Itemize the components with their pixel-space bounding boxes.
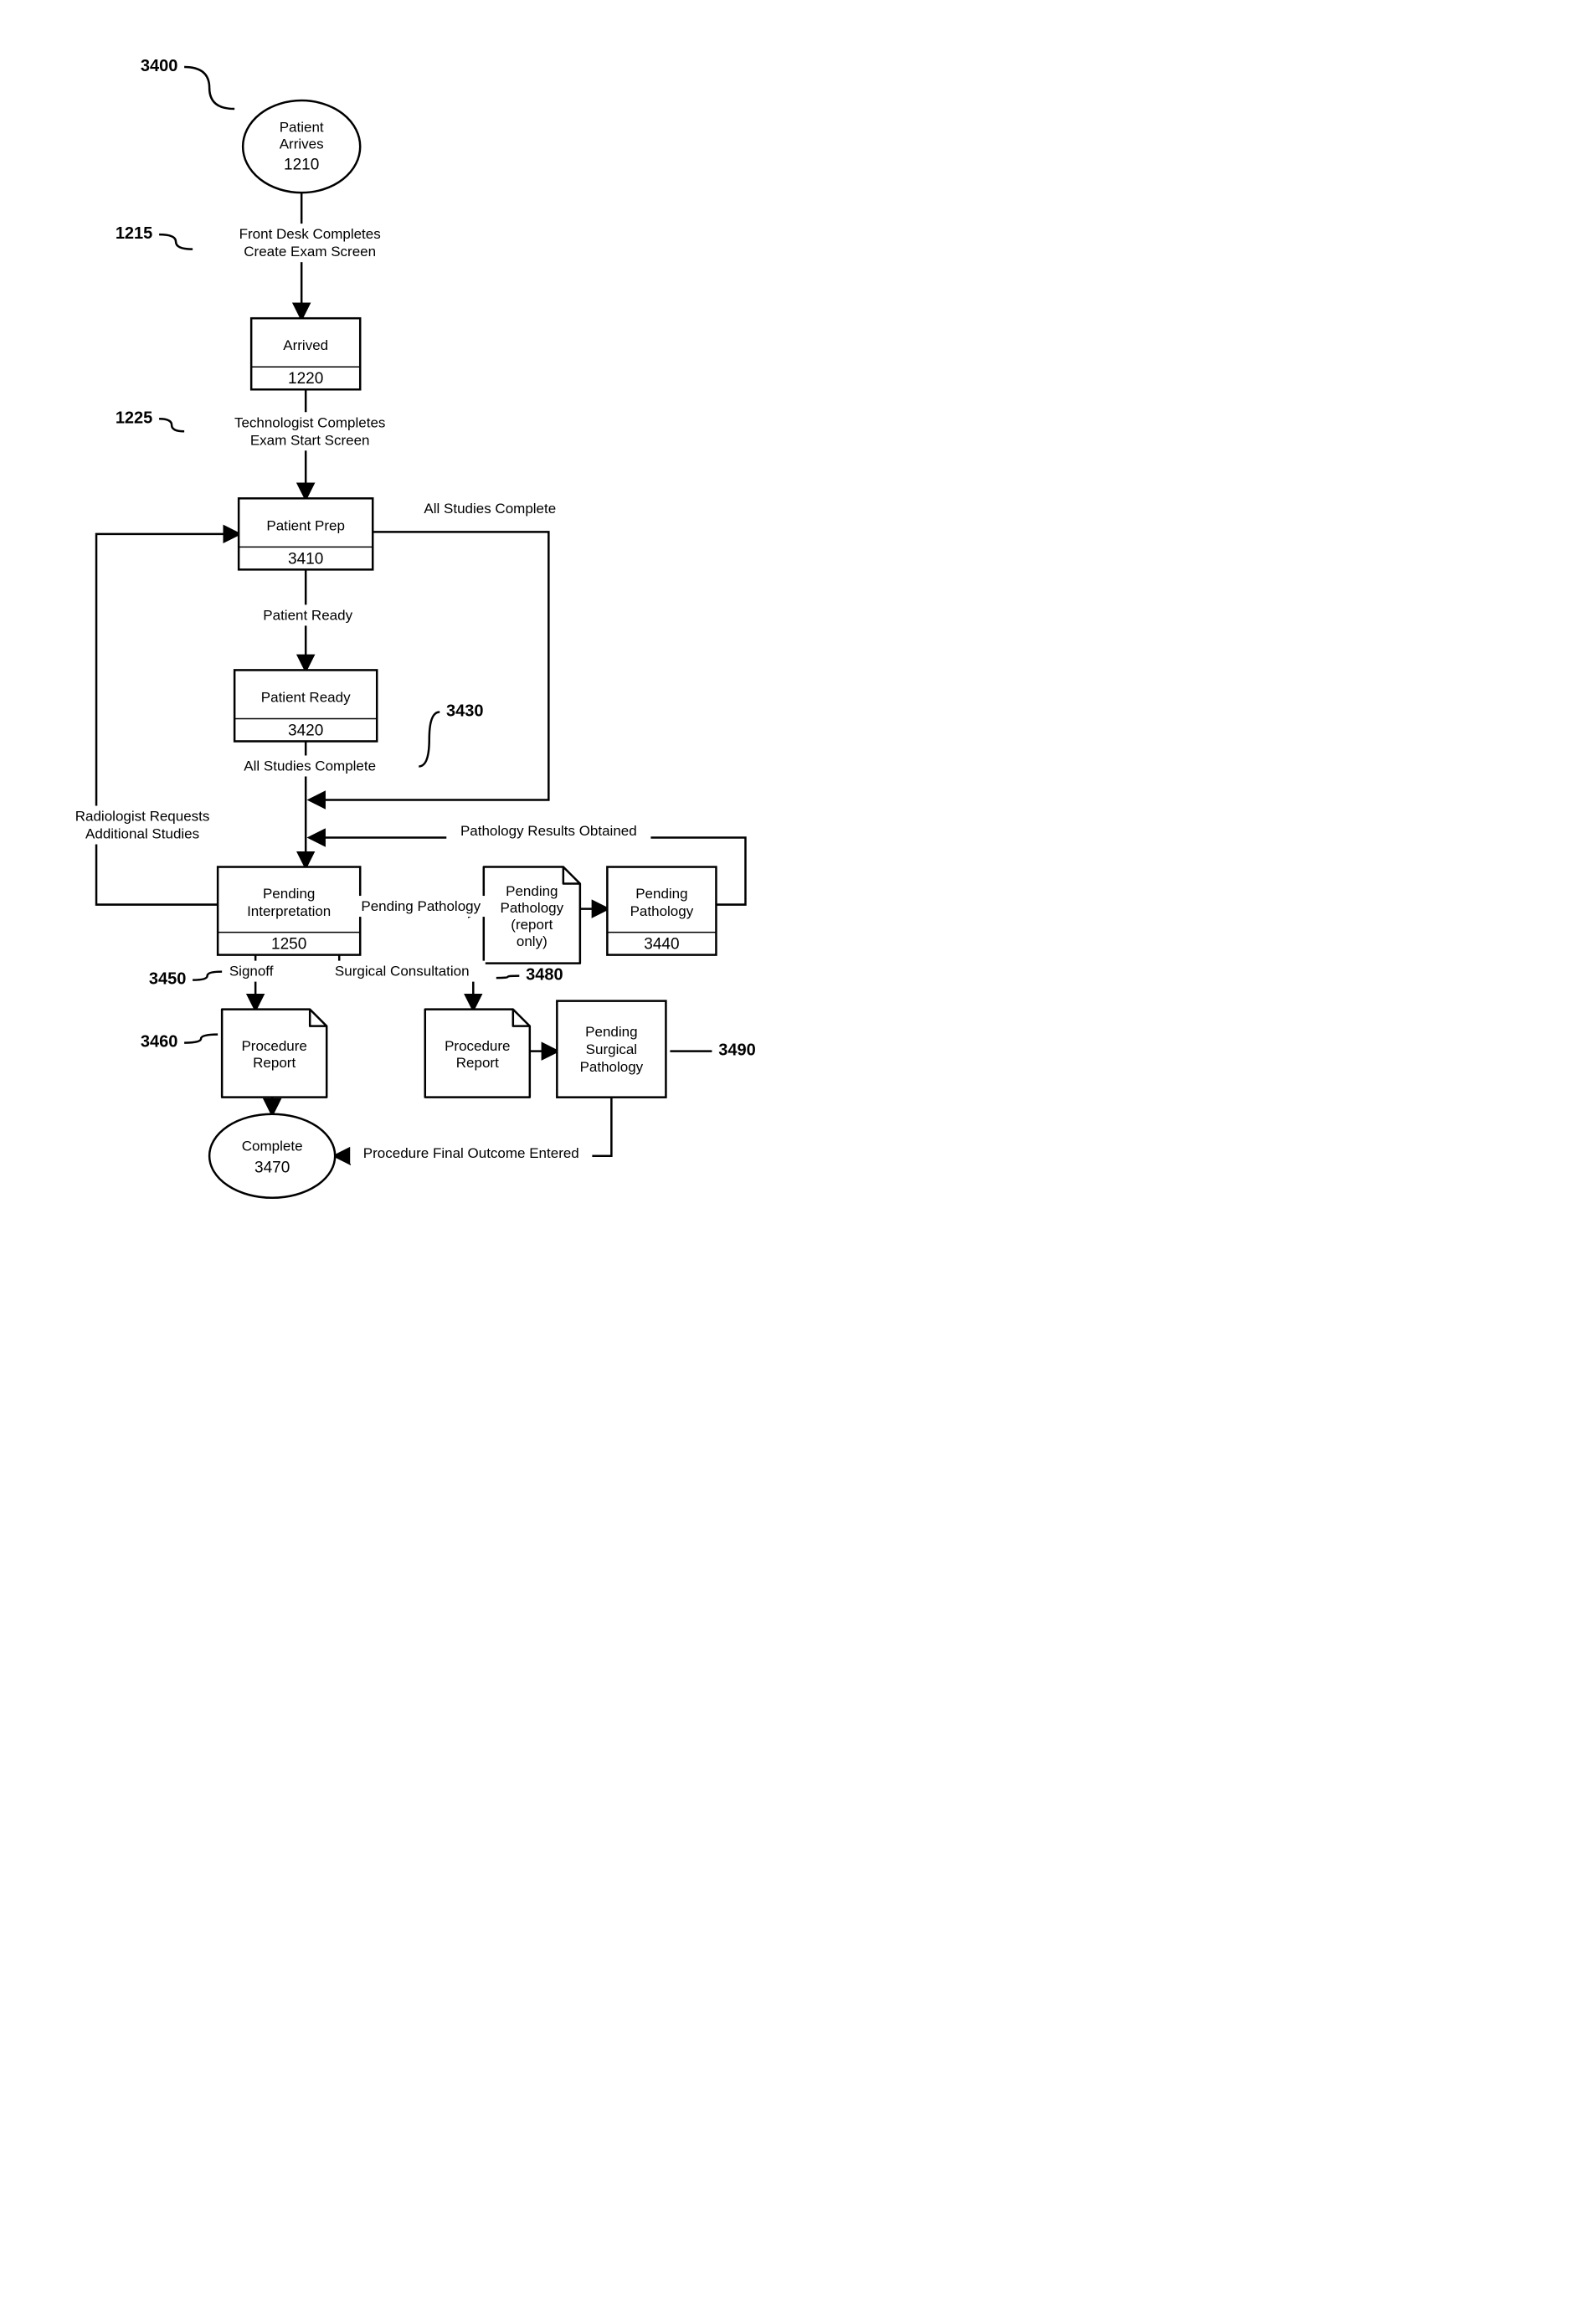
node-label: Pathology — [630, 903, 694, 919]
node-num: 3420 — [288, 722, 323, 739]
node-num: 1210 — [284, 157, 319, 174]
ref-r1215: 1215 — [116, 224, 193, 249]
edge-label-eSignoff: Signoff — [221, 961, 282, 982]
edge-label-eAllStudies2: All Studies Complete — [230, 755, 389, 776]
node-label: Patient Prep — [266, 517, 345, 533]
edge-label-text: Additional Studies — [85, 826, 199, 842]
node-n1250: PendingInterpretation 1250 — [218, 867, 360, 955]
node-label: Patient Ready — [261, 689, 351, 705]
ref-r3490: 3490 — [670, 1041, 755, 1060]
node-num: 1250 — [271, 936, 306, 954]
edge-label-text: Create Exam Screen — [244, 244, 376, 260]
node-n3410: Patient Prep 3410 — [239, 498, 373, 569]
ref-leader — [419, 712, 440, 766]
flowchart-svg: PatientArrives 1210 Arrived 1220 Patient Pre… — [17, 17, 804, 1202]
edge-label-e1215: Front Desk Completes Create Exam Screen — [230, 224, 389, 262]
node-label: Pathology — [580, 1059, 644, 1075]
node-label: Procedure — [241, 1038, 306, 1054]
node-label: Procedure — [445, 1038, 510, 1054]
node-label: Pending — [585, 1024, 637, 1040]
ref-leader — [184, 67, 234, 109]
node-nProc2: ProcedureReport — [425, 1010, 530, 1098]
node-n3440: PendingPathology 3440 — [607, 867, 716, 955]
edge-label-eFinalOutcome: Procedure Final Outcome Entered — [350, 1143, 592, 1164]
edge-label-text: All Studies Complete — [244, 758, 376, 774]
node-nProc1: ProcedureReport — [222, 1010, 326, 1098]
edge-label-ePatientReady: Patient Ready — [254, 604, 361, 625]
ref-label-text: 1215 — [116, 224, 153, 243]
ref-label-text: 3460 — [141, 1033, 178, 1051]
edge-label-text: Pathology Results Obtained — [460, 823, 637, 839]
edge-label-text: Radiologist Requests — [75, 809, 210, 825]
node-label: Patient — [280, 120, 324, 136]
node-num: 3440 — [644, 936, 679, 954]
ref-label-text: 3400 — [141, 57, 178, 75]
edge-label-text: All Studies Complete — [424, 501, 556, 517]
node-n3490: PendingSurgical Pathology — [557, 1001, 666, 1098]
ref-label-text: 3490 — [718, 1041, 756, 1060]
node-label: Pending — [263, 886, 315, 902]
node-label: Pathology — [501, 900, 564, 916]
ref-label-text: 1225 — [116, 409, 153, 427]
node-label: Report — [456, 1055, 499, 1071]
edge-label-eSurgCons: Surgical Consultation — [319, 961, 486, 982]
node-label: Surgical — [586, 1041, 637, 1057]
node-label: Arrives — [280, 136, 324, 152]
ref-label-text: 3450 — [149, 970, 187, 989]
edge-label-e1225: Technologist Completes Exam Start Screen — [223, 412, 397, 450]
edge-label-text: Signoff — [229, 964, 274, 979]
ref-leader — [159, 419, 184, 431]
node-num: 3410 — [288, 550, 323, 568]
edge-5 — [96, 534, 239, 905]
node-label: Complete — [242, 1139, 303, 1154]
node-num: 3470 — [254, 1159, 290, 1177]
edge-label-eAllStudies1: All Studies Complete — [410, 498, 569, 519]
node-label: Report — [253, 1055, 296, 1071]
ref-leader — [193, 972, 222, 980]
ref-r3450: 3450 — [149, 970, 222, 989]
node-label: Pending — [506, 883, 558, 899]
edge-label-eRadReq: Radiologist RequestsAdditional Studies — [63, 805, 222, 844]
ref-leader — [159, 234, 193, 249]
node-label: only) — [517, 933, 547, 949]
edge-label-text: Technologist Completes — [234, 414, 385, 430]
edge-label-ePathObtained: Pathology Results Obtained — [446, 820, 650, 841]
node-label: (report — [511, 917, 553, 933]
edge-label-text: Front Desk Completes — [239, 226, 381, 242]
edge-label-text: Surgical Consultation — [335, 964, 470, 979]
ref-r3430: 3430 — [419, 702, 483, 766]
edge-label-text: Patient Ready — [263, 607, 352, 623]
node-num: 1220 — [288, 370, 323, 388]
node-nPathDoc: PendingPathology(reportonly) — [484, 867, 580, 964]
edge-label-text: Procedure Final Outcome Entered — [363, 1145, 579, 1161]
ref-r3400: 3400 — [141, 57, 234, 109]
node-n1210: PatientArrives 1210 — [243, 100, 360, 193]
ref-r3480: 3480 — [496, 966, 563, 985]
ref-leader — [496, 976, 520, 979]
edge-label-ePendPath: Pending Pathology — [352, 896, 489, 917]
node-label: Interpretation — [247, 903, 331, 919]
edge-label-text: Pending Pathology — [361, 898, 481, 914]
node-label: Arrived — [283, 337, 328, 353]
ref-leader — [184, 1035, 218, 1043]
edge-label-text: Exam Start Screen — [250, 432, 370, 448]
node-n1220: Arrived 1220 — [251, 318, 360, 389]
node-n3470: Complete 3470 — [209, 1114, 335, 1198]
ref-label-text: 3430 — [446, 702, 484, 720]
ref-r3460: 3460 — [141, 1033, 218, 1051]
ref-r1225: 1225 — [116, 409, 184, 431]
ref-label-text: 3480 — [526, 966, 563, 985]
node-n3420: Patient Ready 3420 — [234, 670, 377, 741]
node-label: Pending — [635, 886, 687, 902]
